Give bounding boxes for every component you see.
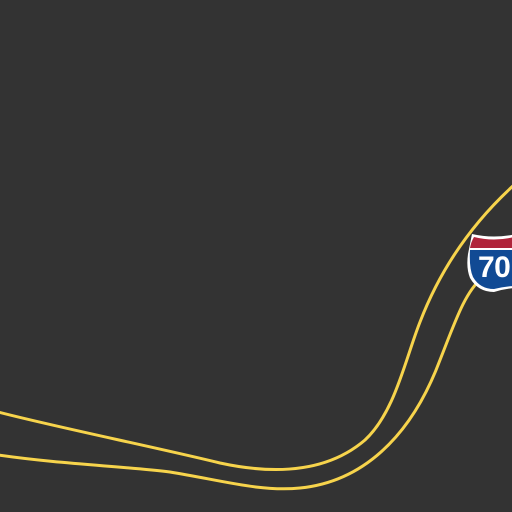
highway-road-upper	[0, 184, 512, 471]
highway-road-lower	[0, 276, 484, 491]
shield-route-number: 70	[478, 251, 510, 284]
interstate-shield-icon[interactable]: 70	[467, 234, 512, 292]
shield-body	[469, 250, 512, 289]
shield-top-band	[470, 237, 512, 248]
